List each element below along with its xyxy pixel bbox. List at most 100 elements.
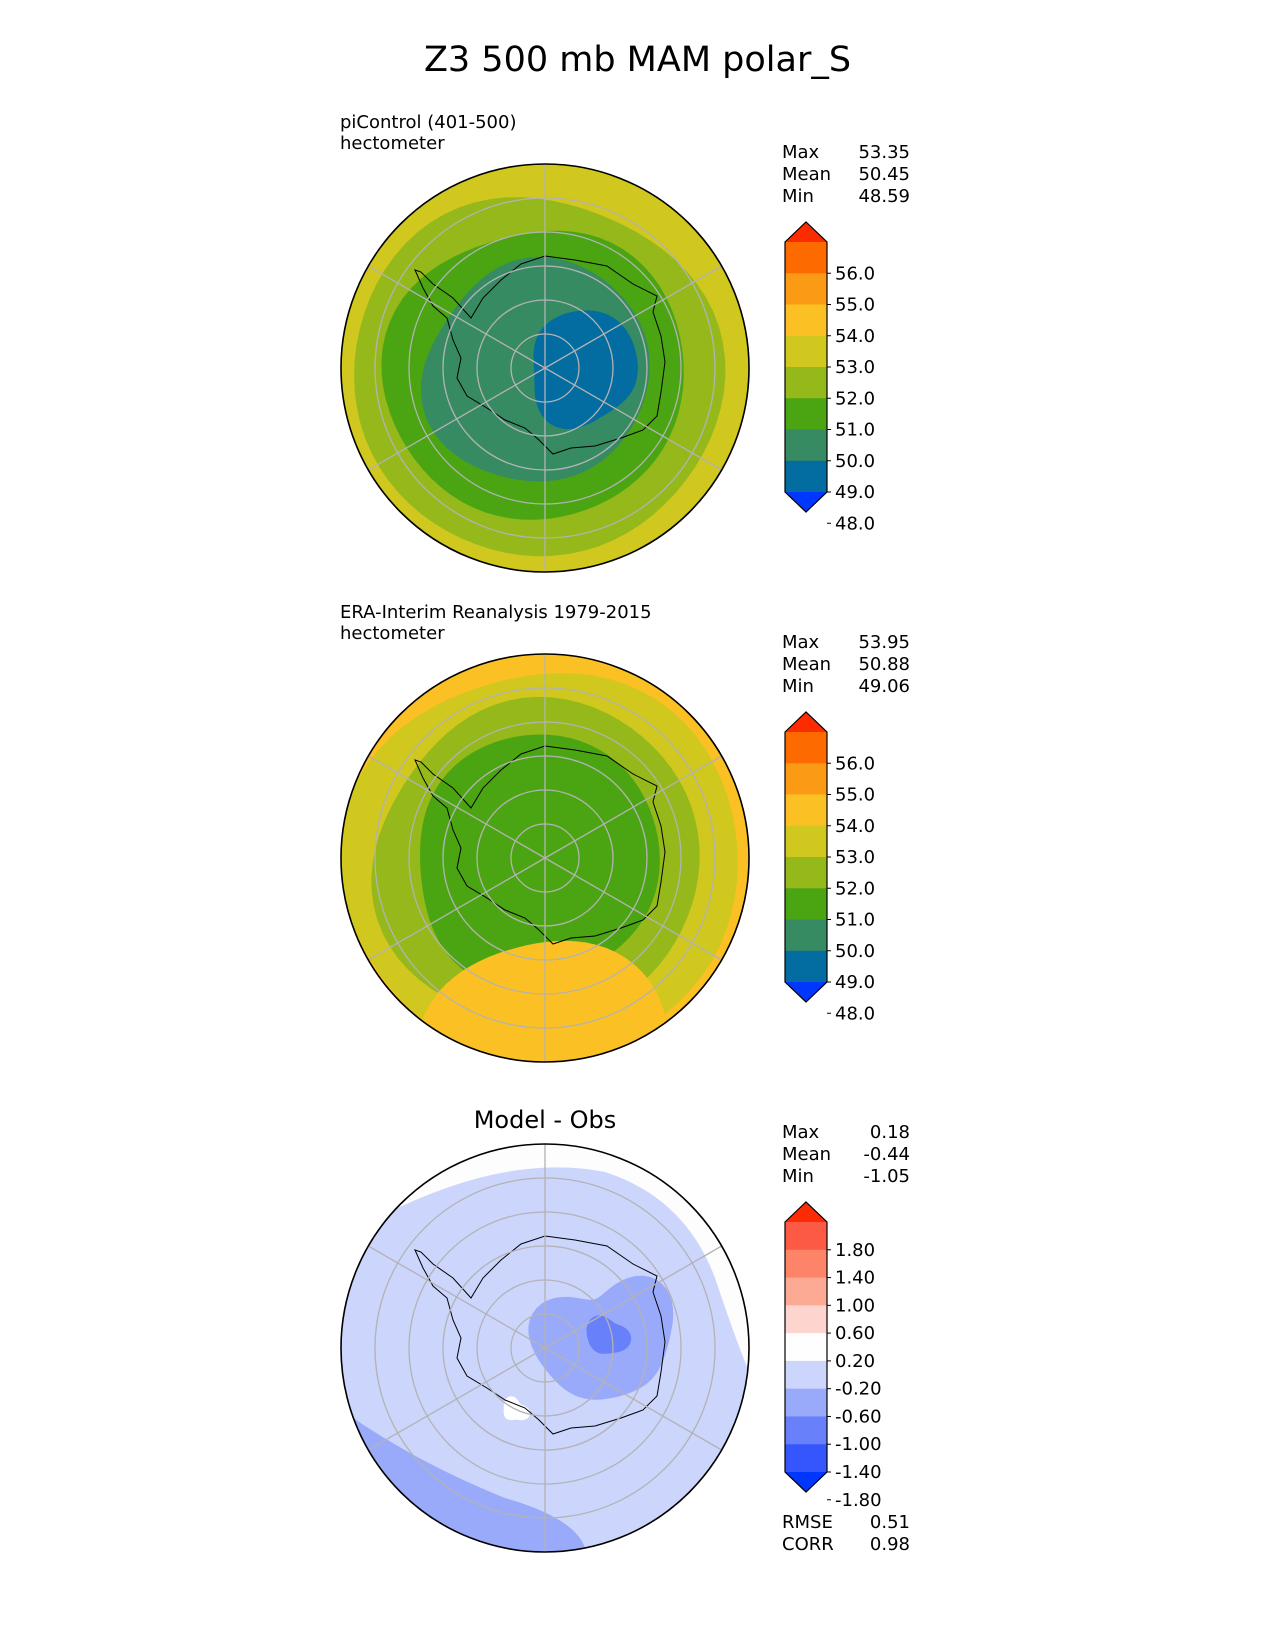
colorbar-tick-label-3-6: -0.60 <box>835 1406 882 1427</box>
colorbar-2: 56.0 55.0 54.0 53.0 52.0 51.0 50.0 49.0 48.0 <box>784 711 875 1024</box>
panel2-max-value: 53.95 <box>858 632 910 653</box>
map-boundary-2 <box>340 653 750 1063</box>
panel2-label-units: hectometer <box>340 623 445 644</box>
coastline-1 <box>414 255 666 455</box>
colorbar-segment-3-1 <box>785 1249 827 1279</box>
panel1-min-value: 48.59 <box>858 186 910 207</box>
meridian-line-1-4 <box>368 367 546 471</box>
meridian-line-2-5 <box>368 755 546 859</box>
panel3-stats: Max 0.18 Mean -0.44 Min -1.05 <box>782 1122 910 1188</box>
meridian-line-1-5 <box>368 265 546 369</box>
colorbar-segment-1-3 <box>785 335 827 368</box>
panel2-min-value: 49.06 <box>858 676 910 697</box>
colorbar-tick-label-3-5: -0.20 <box>835 1379 882 1400</box>
colorbar-segment-1-7 <box>785 460 827 493</box>
meridian-line-2-1 <box>544 755 722 859</box>
colorbar-tick-label-2-0: 56.0 <box>835 753 875 774</box>
colorbar-tick-label-1-6: 50.0 <box>835 451 875 472</box>
coastline-3 <box>414 1235 666 1435</box>
panel1-mean-label: Mean <box>782 164 832 185</box>
panel1-label-units: hectometer <box>340 133 445 154</box>
colorbar-segment-1-6 <box>785 429 827 462</box>
meridian-line-3-5 <box>368 1245 546 1349</box>
coastline-2 <box>414 745 666 945</box>
panel3-mean-label: Mean <box>782 1144 832 1165</box>
meridian-line-2-2 <box>544 857 722 961</box>
colorbar-tick-label-3-0: 1.80 <box>835 1240 875 1261</box>
colorbar-1: 56.0 55.0 54.0 53.0 52.0 51.0 50.0 49.0 48.0 <box>784 221 875 534</box>
colorbar-segment-3-3 <box>785 1305 827 1334</box>
meridian-line-2-4 <box>368 857 546 961</box>
colorbar-tick-label-3-3: 0.60 <box>835 1323 875 1344</box>
colorbar-tick-label-1-8: 48.0 <box>835 513 875 534</box>
map-panel-2 <box>340 653 750 1063</box>
panel2-mean-label: Mean <box>782 654 832 675</box>
colorbar-tick-label-3-4: 0.20 <box>835 1351 875 1372</box>
contour-fill-2-extra <box>416 940 669 1062</box>
colorbar-tick-label-1-5: 51.0 <box>835 420 875 441</box>
panel2-min-label: Min <box>782 676 814 697</box>
colorbar-tick-label-2-2: 54.0 <box>835 816 875 837</box>
colorbar-segment-2-0 <box>785 732 827 764</box>
colorbar-tick-label-2-1: 55.0 <box>835 785 875 806</box>
colorbar-tick-label-1-3: 53.0 <box>835 357 875 378</box>
colorbar-extend-max-2 <box>785 712 827 732</box>
colorbar-segment-3-8 <box>785 1444 827 1473</box>
colorbar-tick-label-1-2: 54.0 <box>835 326 875 347</box>
panel1-stats: Max 53.35 Mean 50.45 Min 48.59 <box>782 142 910 208</box>
colorbar-tick-label-2-8: 48.0 <box>835 1003 875 1024</box>
colorbar-segment-3-0 <box>785 1222 827 1251</box>
panel1-max-value: 53.35 <box>858 142 910 163</box>
panel3-max-value: 0.18 <box>869 1122 910 1143</box>
map-boundary-3 <box>340 1143 750 1553</box>
colorbar-segment-1-4 <box>785 367 827 399</box>
colorbar-tick-label-1-1: 55.0 <box>835 295 875 316</box>
colorbar-segment-3-7 <box>785 1416 827 1445</box>
map-panel-3 <box>340 1143 750 1553</box>
contour-fill-1-4 <box>533 310 638 430</box>
colorbar-tick-label-2-4: 52.0 <box>835 878 875 899</box>
colorbar-segment-2-2 <box>785 794 827 827</box>
panel1-label-run: piControl (401-500) <box>340 112 517 133</box>
colorbar-segment-2-4 <box>785 857 827 889</box>
colorbar-extend-max-1 <box>785 222 827 242</box>
colorbar-tick-label-2-5: 51.0 <box>835 910 875 931</box>
rmse-value: 0.51 <box>869 1512 910 1533</box>
colorbar-tick-label-1-7: 49.0 <box>835 482 875 503</box>
panel3-title: Model - Obs <box>473 1106 617 1134</box>
corr-label: CORR <box>782 1534 834 1555</box>
panel3-metrics: RMSE 0.51 CORR 0.98 <box>782 1512 910 1556</box>
colorbar-segment-2-6 <box>785 919 827 952</box>
colorbar-extend-min-2 <box>785 982 827 1002</box>
panel2-mean-value: 50.88 <box>858 654 910 675</box>
meridian-line-3-2 <box>544 1347 722 1451</box>
colorbar-tick-label-1-0: 56.0 <box>835 263 875 284</box>
colorbar-tick-label-1-4: 52.0 <box>835 388 875 409</box>
colorbar-segment-3-4 <box>785 1333 827 1362</box>
colorbar-segment-2-7 <box>785 950 827 983</box>
figure-title: Z3 500 mb MAM polar_S <box>423 40 852 80</box>
colorbar-3: 1.80 1.40 1.00 0.60 0.20 -0.20 -0.60 -1.00 -1.40… <box>784 1201 882 1511</box>
colorbar-extend-min-3 <box>785 1472 827 1492</box>
panel3-min-value: -1.05 <box>863 1166 910 1187</box>
colorbar-tick-label-3-1: 1.40 <box>835 1268 875 1289</box>
meridian-line-1-2 <box>544 367 722 471</box>
panel3-max-label: Max <box>782 1122 820 1143</box>
panel3-mean-value: -0.44 <box>863 1144 910 1165</box>
colorbar-segment-1-1 <box>785 273 827 305</box>
meridian-line-3-1 <box>544 1245 722 1349</box>
panel1-mean-value: 50.45 <box>858 164 910 185</box>
panel3-min-label: Min <box>782 1166 814 1187</box>
contour-field-2 <box>341 654 749 1062</box>
colorbar-tick-label-3-7: -1.00 <box>835 1434 882 1455</box>
colorbar-tick-label-3-8: -1.40 <box>835 1462 882 1483</box>
colorbar-tick-label-2-6: 50.0 <box>835 941 875 962</box>
meridian-line-1-1 <box>544 265 722 369</box>
colorbar-extend-max-3 <box>785 1202 827 1222</box>
colorbar-segment-2-1 <box>785 763 827 795</box>
rmse-label: RMSE <box>782 1512 833 1533</box>
corr-value: 0.98 <box>869 1534 910 1555</box>
colorbar-segment-3-6 <box>785 1388 827 1417</box>
meridian-line-3-4 <box>368 1347 546 1451</box>
